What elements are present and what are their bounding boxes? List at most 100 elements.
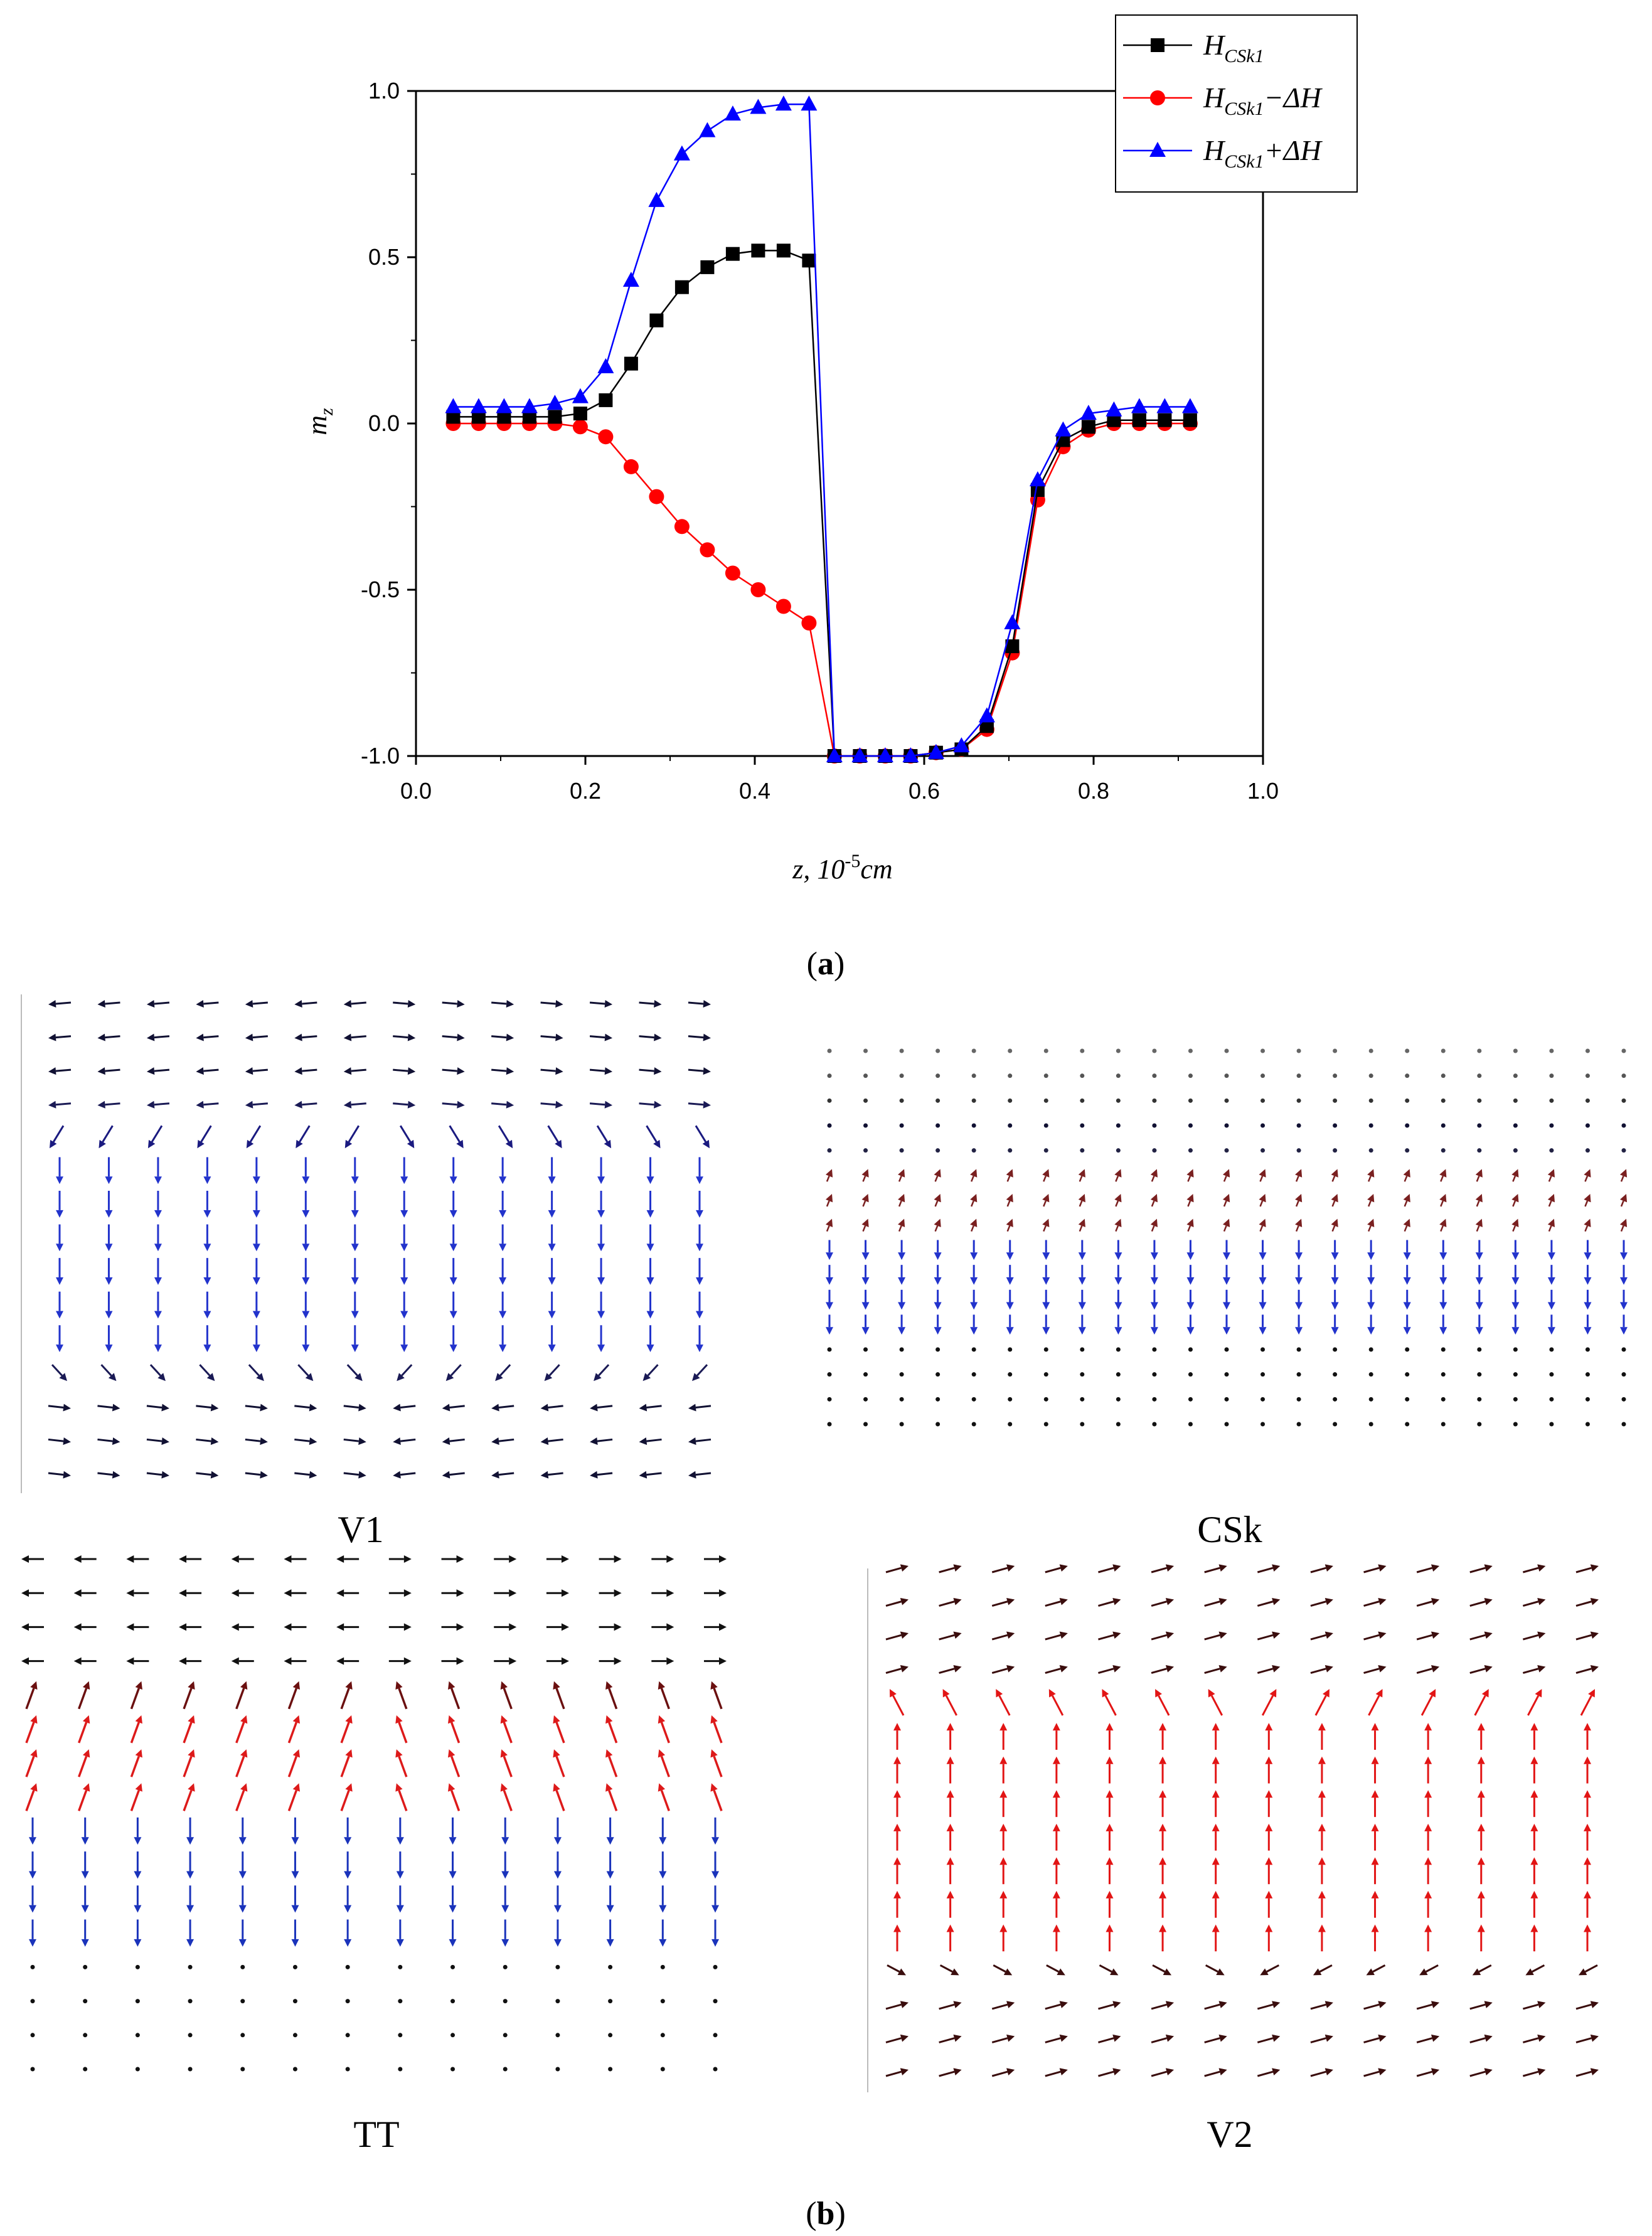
vector-arrow	[970, 1265, 978, 1285]
vector-arrow	[599, 1623, 622, 1631]
vector-arrow	[970, 1218, 978, 1232]
vector-arrow	[934, 1240, 942, 1260]
vector-dot	[1152, 1098, 1157, 1103]
vector-arrow	[999, 1756, 1008, 1784]
data-point	[1132, 413, 1146, 427]
vector-arrow	[1045, 1564, 1068, 1573]
data-point	[1081, 420, 1095, 434]
vector-arrow	[296, 1125, 311, 1149]
vector-arrow	[1052, 1823, 1060, 1851]
vector-arrow	[1205, 1964, 1225, 1976]
vector-arrow	[1584, 1218, 1591, 1232]
vector-arrow	[78, 1749, 90, 1777]
vector-arrow	[1106, 1790, 1114, 1818]
vector-arrow	[245, 1000, 268, 1008]
vector-dot	[899, 1397, 904, 1402]
vector-dot	[863, 1073, 868, 1078]
vector-arrow	[639, 1471, 662, 1479]
vector-arrow	[639, 1000, 662, 1008]
vector-arrow	[646, 1325, 654, 1353]
vector-arrow	[81, 1885, 89, 1913]
vector-arrow	[605, 1749, 618, 1777]
vector-arrow	[1475, 1289, 1483, 1310]
vector-arrow	[1098, 1665, 1121, 1674]
vector-arrow	[78, 1783, 90, 1811]
vector-arrow	[73, 1555, 97, 1563]
vector-arrow	[291, 1817, 299, 1845]
vector-arrow	[130, 1715, 142, 1744]
vector-arrow	[203, 1258, 211, 1285]
data-point	[521, 398, 538, 413]
vector-arrow	[25, 1749, 38, 1777]
vector-arrow	[1511, 1218, 1519, 1232]
vector-arrow	[81, 1919, 89, 1947]
vector-dot	[935, 1073, 941, 1078]
vector-arrow	[97, 1437, 120, 1445]
data-point	[801, 95, 818, 111]
vector-arrow	[1475, 1218, 1483, 1232]
vector-arrow	[400, 1191, 408, 1218]
vector-arrow	[1575, 1665, 1599, 1674]
vector-arrow	[235, 1783, 248, 1811]
vector-arrow	[1403, 1289, 1411, 1310]
vector-dot	[1333, 1422, 1338, 1427]
legend-label: HCSk1−ΔH	[1203, 82, 1323, 119]
vector-dot	[827, 1372, 832, 1377]
series-circle	[445, 416, 1198, 764]
vector-arrow	[29, 1919, 36, 1947]
vector-dot	[1441, 1148, 1446, 1153]
data-point	[699, 122, 716, 137]
vector-arrow	[1150, 1218, 1158, 1232]
vector-dot	[863, 1098, 868, 1103]
vector-arrow	[1150, 1289, 1158, 1310]
vector-arrow	[970, 1314, 978, 1335]
vector-dot	[1043, 1347, 1048, 1352]
vector-dot	[1260, 1422, 1266, 1427]
vector-arrow	[105, 1157, 113, 1185]
vector-arrow	[1477, 1823, 1485, 1851]
data-point	[725, 247, 740, 261]
vector-dot	[1621, 1372, 1626, 1377]
vector-dot	[971, 1397, 976, 1402]
vector-arrow	[1530, 1723, 1538, 1750]
vector-arrow	[548, 1258, 556, 1285]
vector-dot	[1224, 1422, 1229, 1427]
vector-dot	[1333, 1073, 1338, 1078]
vector-arrow	[1530, 1890, 1538, 1918]
vector-arrow	[203, 1157, 211, 1185]
vector-dot	[1116, 1422, 1121, 1427]
vector-dot	[827, 1123, 832, 1128]
vector-arrow	[1186, 1314, 1195, 1335]
vector-arrow	[146, 1000, 170, 1008]
vector-arrow	[1522, 2034, 1546, 2043]
vector-dot	[450, 2067, 456, 2072]
vector-arrow	[939, 2034, 962, 2043]
vector-arrow	[939, 2001, 962, 2010]
vector-arrow	[1223, 1289, 1230, 1310]
vector-dot	[1368, 1098, 1373, 1103]
vector-arrow	[154, 1325, 162, 1353]
vector-arrow	[1439, 1314, 1447, 1335]
vector-dot	[1405, 1422, 1410, 1427]
vector-arrow	[388, 1555, 412, 1563]
vector-arrow	[1363, 1564, 1387, 1573]
vector-arrow	[1318, 1790, 1326, 1818]
vector-arrow	[196, 1033, 219, 1041]
vector-arrow	[546, 1555, 569, 1563]
field-title-tt: TT	[353, 2114, 399, 2155]
vector-dot	[1296, 1048, 1301, 1053]
vector-arrow	[340, 1783, 353, 1811]
vector-arrow	[340, 1749, 353, 1777]
vector-arrow	[540, 1100, 563, 1109]
vector-arrow	[898, 1240, 906, 1260]
vector-dot	[1043, 1422, 1048, 1427]
vector-arrow	[1295, 1314, 1303, 1335]
vector-arrow	[825, 1169, 833, 1182]
vector-dot	[1368, 1347, 1373, 1352]
vector-arrow	[553, 1749, 565, 1777]
vector-dot	[863, 1148, 868, 1153]
vector-arrow	[1424, 1823, 1432, 1851]
vector-dot	[1477, 1148, 1482, 1153]
vector-arrow	[710, 1749, 723, 1777]
vector-arrow	[449, 1224, 457, 1252]
